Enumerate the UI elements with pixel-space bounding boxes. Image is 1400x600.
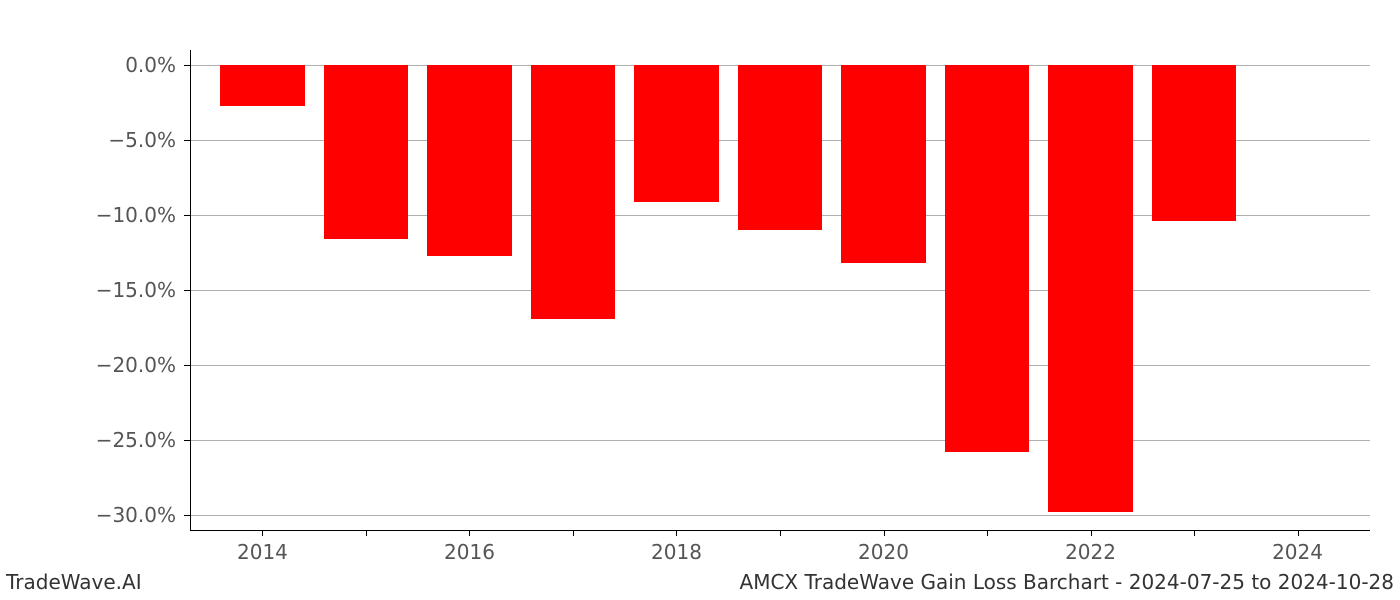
- bar-2016: [427, 65, 512, 256]
- footer-right-caption: AMCX TradeWave Gain Loss Barchart - 2024…: [740, 570, 1394, 594]
- ytick-label: −15.0%: [96, 278, 176, 302]
- xtick-mark: [1091, 530, 1092, 536]
- xtick-mark-minor: [573, 530, 574, 536]
- bar-2018: [634, 65, 719, 202]
- xtick-mark-minor: [1194, 530, 1195, 536]
- y-axis-line: [190, 50, 191, 530]
- xtick-label: 2024: [1272, 540, 1323, 564]
- xtick-label: 2022: [1065, 540, 1116, 564]
- xtick-label: 2014: [237, 540, 288, 564]
- bar-2017: [531, 65, 616, 319]
- ytick-label: −20.0%: [96, 353, 176, 377]
- xtick-label: 2016: [444, 540, 495, 564]
- ytick-label: −10.0%: [96, 203, 176, 227]
- xtick-mark-minor: [366, 530, 367, 536]
- bar-2020: [841, 65, 926, 263]
- ytick-label: 0.0%: [125, 53, 176, 77]
- bar-2023: [1152, 65, 1237, 221]
- xtick-mark: [469, 530, 470, 536]
- bar-2014: [220, 65, 305, 106]
- xtick-mark: [262, 530, 263, 536]
- ytick-label: −30.0%: [96, 503, 176, 527]
- chart-figure: 0.0% −5.0% −10.0% −15.0% −20.0% −25.0% −30.0% 2…: [0, 0, 1400, 600]
- xtick-mark: [884, 530, 885, 536]
- gridline: [190, 440, 1370, 441]
- bar-2019: [738, 65, 823, 230]
- xtick-label: 2018: [651, 540, 702, 564]
- bar-2015: [324, 65, 409, 239]
- ytick-label: −25.0%: [96, 428, 176, 452]
- xtick-mark: [1298, 530, 1299, 536]
- footer-left-brand: TradeWave.AI: [6, 570, 142, 594]
- bar-2021: [945, 65, 1030, 452]
- ytick-label: −5.0%: [108, 128, 176, 152]
- xtick-mark-minor: [987, 530, 988, 536]
- gridline: [190, 515, 1370, 516]
- plot-area: 0.0%−5.0%−10.0%−15.0%−20.0%−25.0%−30.0%2…: [190, 50, 1370, 530]
- gridline: [190, 290, 1370, 291]
- xtick-mark-minor: [780, 530, 781, 536]
- gridline: [190, 365, 1370, 366]
- xtick-mark: [676, 530, 677, 536]
- xtick-label: 2020: [858, 540, 909, 564]
- bar-2022: [1048, 65, 1133, 512]
